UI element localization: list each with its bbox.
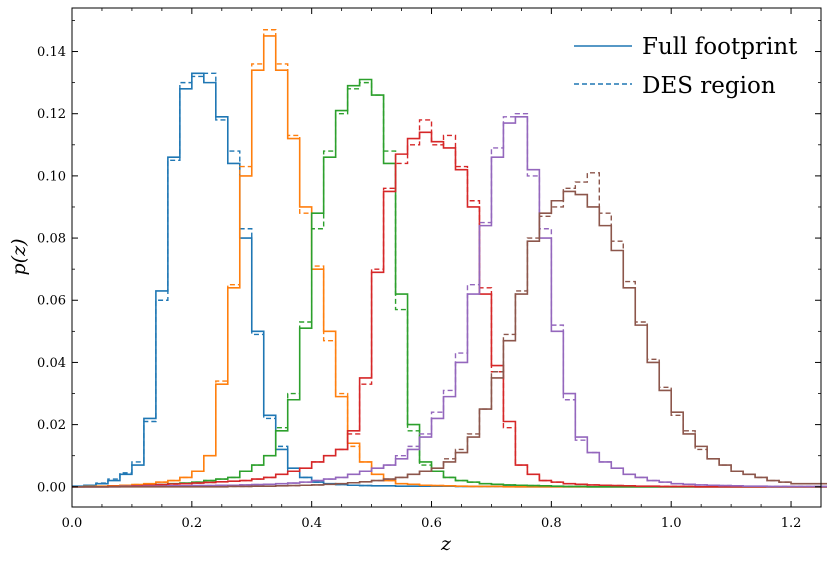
x-tick-label: 0.2 xyxy=(181,516,202,531)
series-group-3 xyxy=(72,78,827,488)
y-tick-label: 0.12 xyxy=(37,107,66,122)
x-tick-label: 1.0 xyxy=(661,516,682,531)
x-tick-label: 0.6 xyxy=(421,516,442,531)
y-axis-title: p(z) xyxy=(8,239,30,276)
series-2-full-footprint-line xyxy=(72,35,827,488)
series-4-des-region-line xyxy=(72,119,827,488)
x-tick-label: 0.8 xyxy=(541,516,562,531)
series-6-full-footprint-line xyxy=(72,190,827,488)
series-4-full-footprint-line xyxy=(72,131,827,488)
series-layer xyxy=(72,29,827,488)
legend-label-full-footprint: Full footprint xyxy=(642,34,798,60)
series-group-5 xyxy=(72,113,827,488)
legend: Full footprint DES region xyxy=(574,34,798,99)
plot-frame xyxy=(71,7,822,508)
series-6-des-region-line xyxy=(72,172,827,488)
y-tick-label: 0.02 xyxy=(37,418,66,433)
series-5-des-region-line xyxy=(72,113,827,488)
series-3-full-footprint-line xyxy=(72,78,827,488)
y-tick-label: 0.10 xyxy=(37,169,66,184)
y-tick-label: 0.06 xyxy=(37,294,66,309)
y-tick-label: 0.00 xyxy=(37,480,66,495)
y-tick-label: 0.14 xyxy=(37,45,66,60)
y-tick-label: 0.08 xyxy=(37,232,66,247)
series-group-6 xyxy=(72,172,827,488)
series-1-des-region-line xyxy=(72,72,827,488)
series-3-des-region-line xyxy=(72,81,827,488)
legend-label-des-region: DES region xyxy=(642,73,776,99)
series-5-full-footprint-line xyxy=(72,116,827,488)
y-tick-label: 0.04 xyxy=(37,356,66,371)
series-group-4 xyxy=(72,119,827,488)
ticks-layer: 0.0 0.2 0.4 0.6 0.8 1.0 1.2 0.00 0.02 0.04 0.06 0.0… xyxy=(37,8,821,531)
x-tick-label: 0.0 xyxy=(62,516,83,531)
x-axis-title: z xyxy=(440,533,452,555)
x-tick-label: 0.4 xyxy=(301,516,322,531)
x-tick-label: 1.2 xyxy=(781,516,802,531)
